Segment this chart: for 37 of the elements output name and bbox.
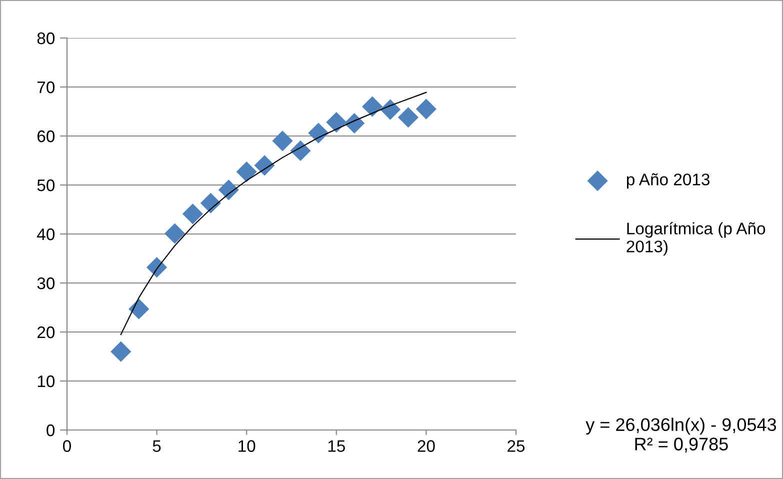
line-series [120, 92, 427, 336]
x-tick-label: 15 [328, 440, 345, 452]
legend-label: p Año 2013 [626, 173, 710, 189]
y-tick-label: 60 [38, 130, 55, 142]
x-tick-label: 10 [238, 440, 256, 452]
point [362, 96, 383, 117]
point [146, 257, 168, 278]
point [254, 155, 275, 176]
point [182, 204, 204, 224]
x-tick-label: 0 [63, 440, 71, 452]
point [380, 99, 401, 120]
y-tick-label: 40 [37, 228, 55, 240]
point [290, 140, 311, 161]
point [416, 98, 436, 120]
point [308, 122, 329, 144]
legend-label: Logarítmica (p Año 2013) [626, 222, 766, 256]
point [272, 130, 293, 152]
y-tick-label: 50 [37, 179, 55, 192]
text: y = 26,036ln(x) - 9,0543 R² = 0,9785 [586, 418, 776, 453]
y-tick-label: 20 [37, 326, 55, 338]
point [164, 223, 186, 244]
y-tick-label: 30 [37, 277, 55, 290]
point [326, 112, 347, 133]
y-tick-label: 70 [38, 81, 55, 94]
point [200, 192, 221, 214]
y-tick-label: 0 [46, 424, 55, 436]
y-tick-label: 80 [37, 32, 55, 44]
y-tick-label: 10 [38, 375, 55, 388]
point [344, 112, 365, 134]
x-tick-label: 5 [152, 440, 161, 452]
point [218, 180, 239, 200]
point [236, 161, 257, 182]
point [128, 298, 150, 320]
x-tick-label: 20 [418, 440, 435, 452]
point [110, 341, 132, 362]
point [398, 107, 419, 128]
x-tick-label: 25 [508, 440, 525, 452]
